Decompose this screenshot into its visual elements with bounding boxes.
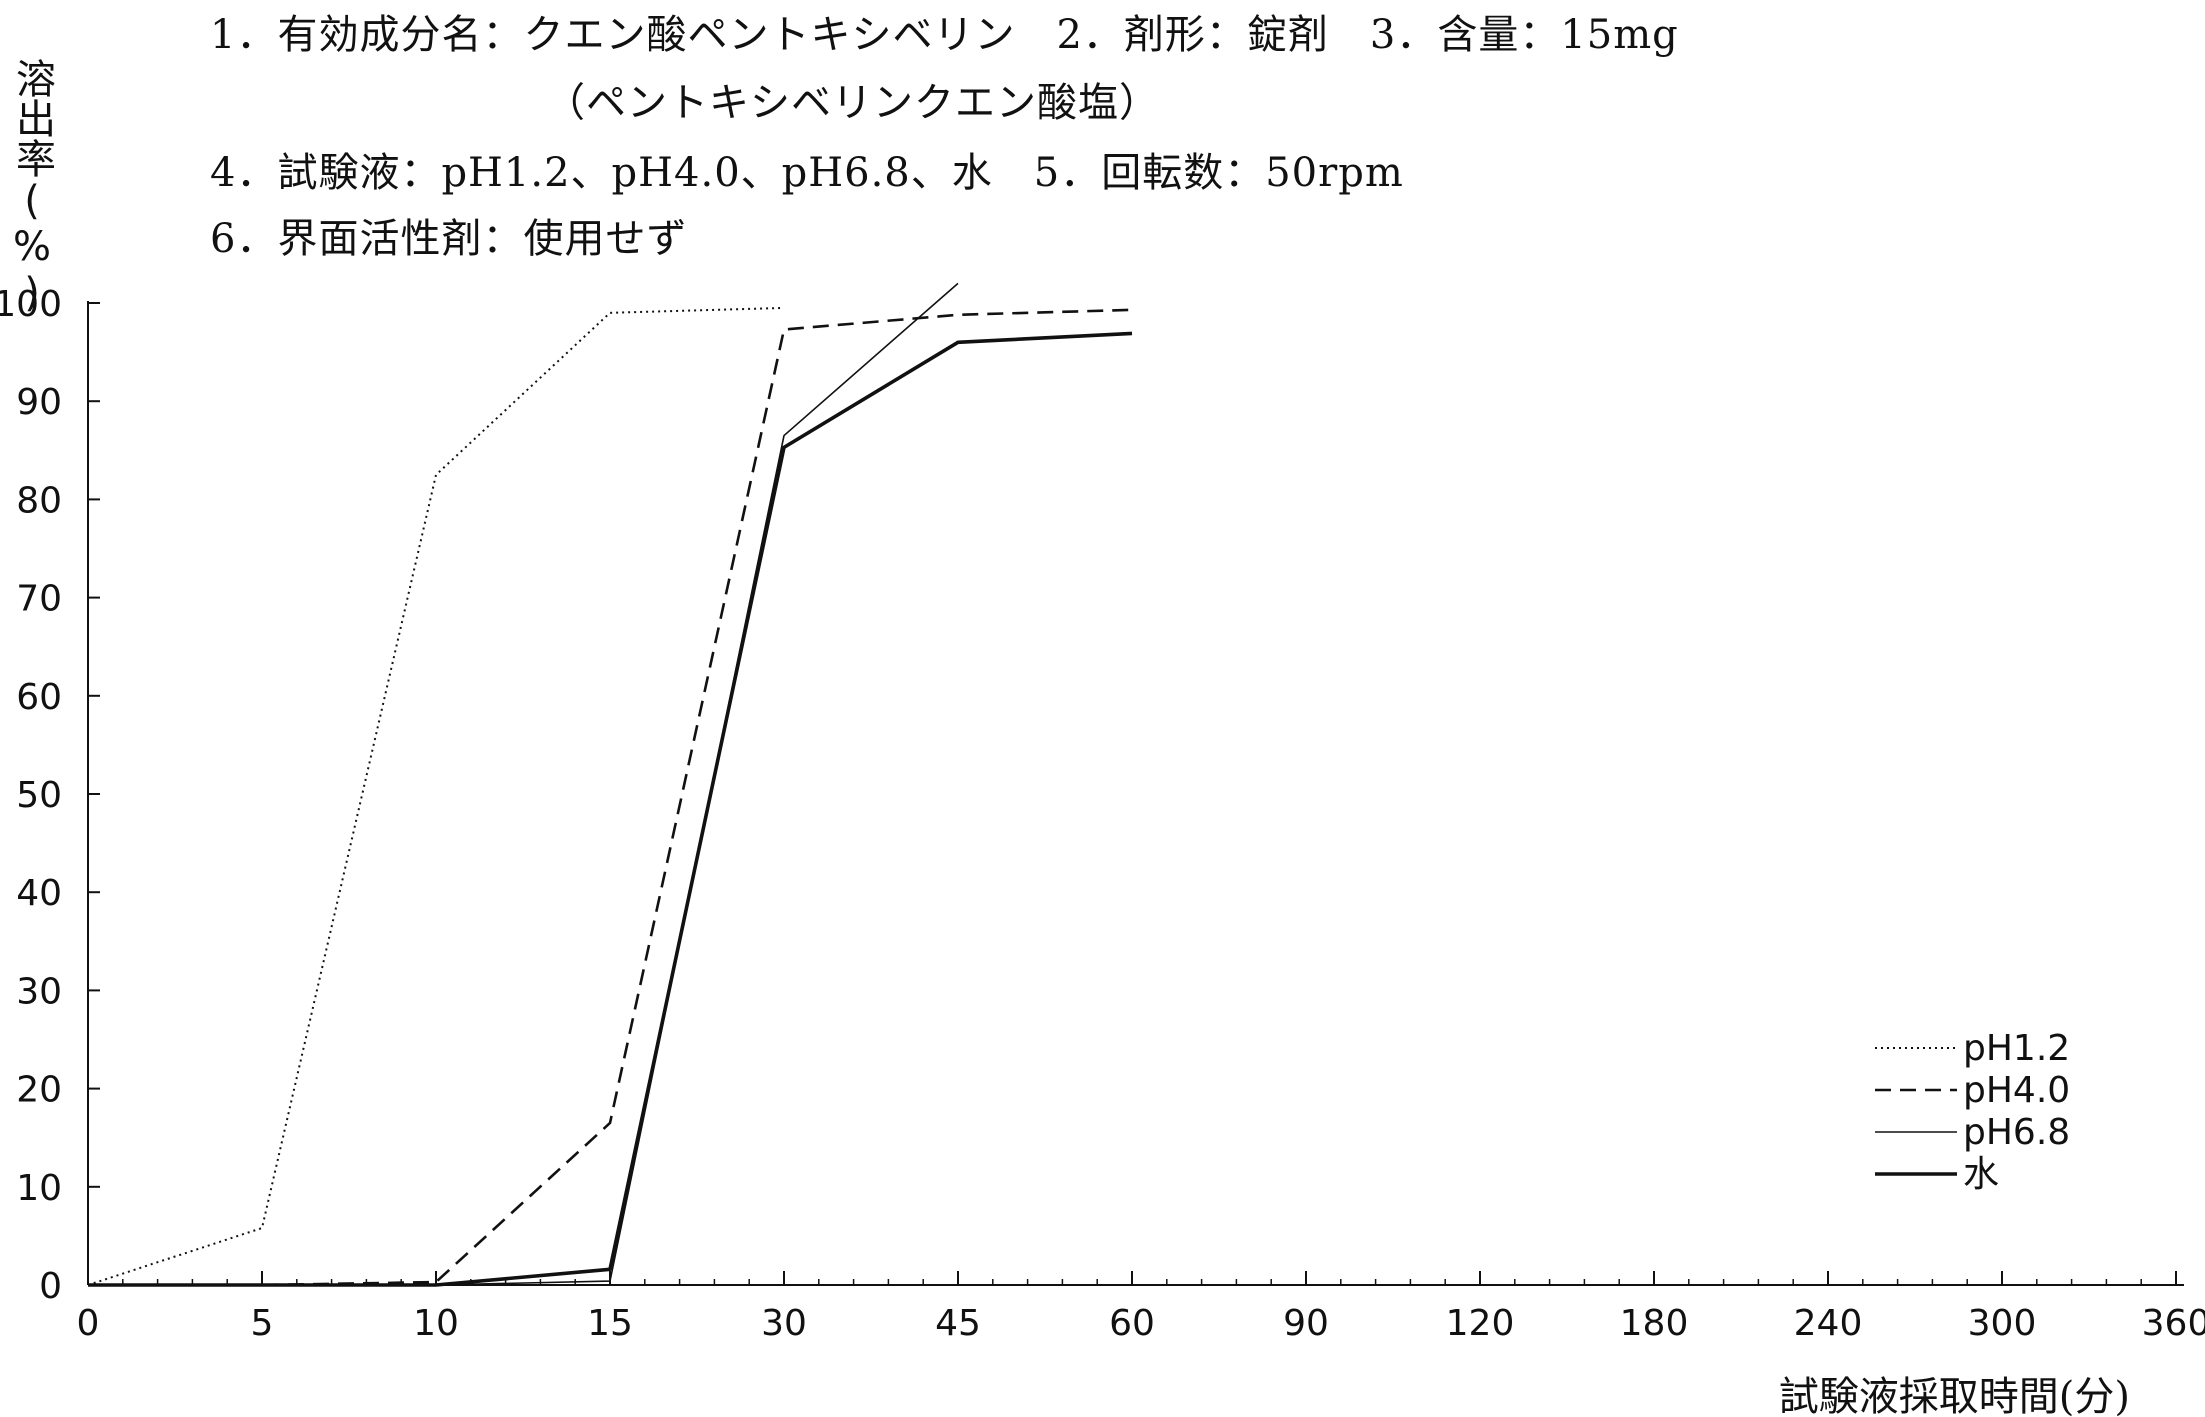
y-axis-label: 溶出率(%) [9,58,55,316]
header-line-1: 1．有効成分名：クエン酸ペントキシベリン 2．剤形：錠剤 3．含量：15mg [210,12,1679,58]
chart-axes: 0 10 20 30 40 50 60 70 80 90 100 0 5 10 15 30 45 60 90 120 1… [0,284,2205,1344]
y-tick-label: 100 [0,284,62,325]
x-tick-label: 240 [1794,1303,1863,1344]
chart-series [87,282,1133,1287]
series-line-pH6.8 [88,282,959,1286]
y-tick-label: 60 [16,677,62,718]
x-tick-label: 300 [1968,1303,2037,1344]
x-tick-label: 90 [1283,1303,1329,1344]
x-tick-label: 180 [1620,1303,1689,1344]
x-axis-label: 試験液採取時間(分) [1779,1374,2130,1417]
legend-label-pH6.8: pH6.8 [1963,1112,2070,1153]
x-tick-label: 15 [587,1303,633,1344]
x-tick-label: 30 [761,1303,807,1344]
x-tick-label: 0 [77,1303,100,1344]
x-tick-label: 5 [251,1303,274,1344]
y-tick-label: 40 [16,873,62,914]
y-tick-label: 0 [39,1266,62,1307]
header-line-4: 6．界面活性剤：使用せず [210,216,688,262]
legend-label-pH1.2: pH1.2 [1963,1028,2070,1069]
y-tick-label: 30 [16,971,62,1012]
series-line-水 [88,331,1133,1287]
y-tick-label: 90 [16,382,62,423]
y-tick-label: 20 [16,1070,62,1111]
series-line-pH4.0 [88,308,1133,1287]
x-tick-label: 45 [935,1303,981,1344]
legend-label-pH4.0: pH4.0 [1963,1070,2070,1111]
y-tick-label: 10 [16,1168,62,1209]
series-line-pH1.2 [87,306,785,1286]
header-line-2: （ペントキシベリンクエン酸塩） [545,80,1160,126]
x-tick-label: 360 [2142,1303,2205,1344]
y-tick-label: 70 [16,579,62,620]
x-tick-label: 120 [1446,1303,1515,1344]
legend-label-水: 水 [1963,1154,1999,1195]
x-tick-label: 10 [413,1303,459,1344]
y-tick-label: 80 [16,480,62,521]
x-tick-label: 60 [1109,1303,1155,1344]
y-tick-label: 50 [16,775,62,816]
header-line-3: 4．試験液：pH1.2、pH4.0、pH6.8、水 5．回転数：50rpm [210,150,1404,196]
